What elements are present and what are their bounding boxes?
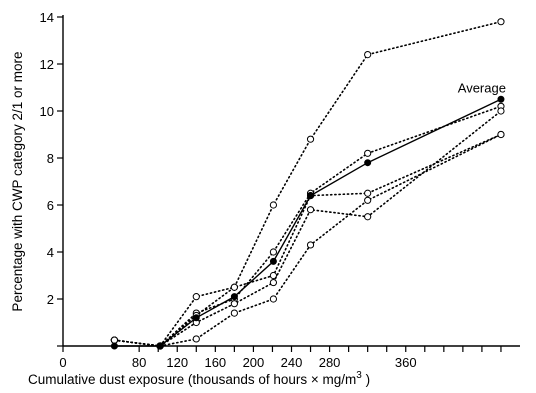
data-point	[497, 107, 505, 115]
y-axis-label: Percentage with CWP category 2/1 or more	[10, 51, 25, 311]
average-point	[156, 342, 164, 350]
data-point	[269, 278, 278, 287]
data-point	[306, 241, 315, 249]
x-tick-label: 120	[166, 355, 188, 370]
series-line-5	[113, 133, 502, 347]
average-point	[110, 342, 118, 350]
average-annotation: Average	[458, 80, 506, 95]
x-axis-label-main: Cumulative dust exposure (thousands of h…	[28, 372, 356, 387]
data-point	[364, 213, 372, 221]
series-line-2	[113, 105, 502, 347]
data-point	[230, 309, 238, 317]
y-tick-label: 6	[47, 198, 54, 213]
data-point	[230, 300, 238, 308]
data-point	[192, 293, 200, 301]
average-point	[269, 257, 277, 265]
series-layer	[110, 18, 505, 350]
y-tick-label: 4	[47, 245, 54, 260]
data-point	[110, 336, 119, 344]
average-point	[230, 293, 238, 301]
series-line-1	[113, 20, 502, 347]
series-line-4	[113, 110, 502, 347]
data-point	[364, 149, 372, 157]
data-point	[269, 271, 278, 280]
data-point	[192, 335, 200, 343]
x-tick-label: 80	[132, 355, 146, 370]
data-point	[364, 51, 372, 59]
y-tick-label: 2	[47, 292, 54, 307]
average-point	[307, 192, 315, 200]
data-point	[497, 18, 505, 26]
data-point	[306, 206, 315, 214]
y-tick-label: 10	[40, 104, 54, 119]
data-point	[269, 295, 278, 303]
labels-layer: 0 80 120 160 200 240 280 360 2 4 6 8 10 12 14 Percentag…	[10, 10, 506, 387]
axes	[57, 15, 520, 352]
y-tick-label: 12	[40, 57, 54, 72]
y-tick-label: 8	[47, 151, 54, 166]
x-tick-label: 360	[395, 355, 417, 370]
x-tick-label: 160	[204, 355, 226, 370]
average-point	[497, 95, 505, 103]
y-tick-label: 14	[40, 10, 54, 25]
series-line-3	[113, 133, 502, 347]
average-point	[364, 159, 372, 167]
data-point	[269, 248, 278, 256]
data-point	[269, 201, 278, 209]
data-point	[364, 189, 372, 197]
x-axis-label: Cumulative dust exposure (thousands of h…	[28, 370, 370, 387]
data-point	[306, 135, 315, 143]
x-axis-label-close: )	[362, 372, 370, 387]
series-line-average	[113, 98, 502, 347]
x-tick-label: 200	[243, 355, 265, 370]
x-axis-label-superscript: 3	[356, 370, 362, 381]
x-tick-label: 240	[281, 355, 303, 370]
x-tick-label: 0	[59, 355, 66, 370]
data-point	[230, 283, 238, 291]
data-point	[497, 130, 505, 139]
x-tick-label: 280	[319, 355, 341, 370]
data-point	[364, 196, 372, 204]
average-point	[192, 314, 200, 322]
